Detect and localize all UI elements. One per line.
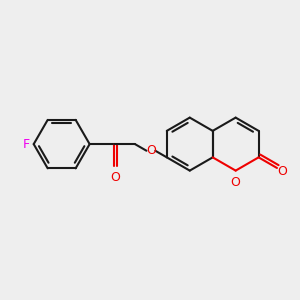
Text: F: F bbox=[23, 138, 30, 151]
Text: O: O bbox=[110, 171, 120, 184]
Text: O: O bbox=[278, 165, 287, 178]
Text: O: O bbox=[231, 176, 241, 189]
Text: O: O bbox=[146, 144, 156, 157]
